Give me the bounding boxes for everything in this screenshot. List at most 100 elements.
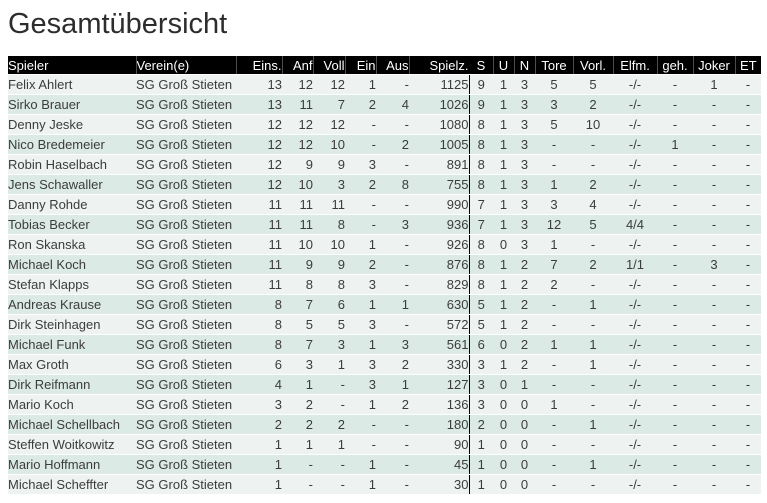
club-name: SG Groß Stieten [136,254,236,275]
stat-cell: - [657,314,693,335]
stat-cell: - [735,154,761,175]
stat-cell: - [657,334,693,355]
stat-cell: 5 [313,314,345,335]
stat-cell: - [657,214,693,235]
stat-cell: - [376,74,409,95]
stat-cell: 2 [573,94,613,115]
player-name: Michael Scheffter [8,474,136,495]
stat-cell: -/- [613,334,657,355]
stat-cell: - [735,194,761,215]
col-header-ein: Ein [344,56,376,75]
club-name: SG Groß Stieten [136,234,236,255]
player-name: Sirko Brauer [8,94,136,115]
stat-cell: 4 [236,374,282,395]
stat-cell: - [657,414,693,435]
stat-cell: - [735,174,761,195]
stat-cell: 2 [514,254,535,275]
stat-cell: - [535,354,573,375]
stat-cell: - [657,374,693,395]
stat-cell: 1 [236,454,282,475]
stat-cell: 1 [469,454,493,475]
table-row: Felix Ahlert SG Groß Stieten 13 12 12 1-1125 9… [8,74,761,95]
stat-cell: 3 [514,134,535,155]
table-row: Sirko Brauer SG Groß Stieten 13 11 7 2 4 1026 9 1… [8,94,761,115]
stat-cell: 5 [535,74,573,95]
stat-cell: 8 [469,154,493,175]
stat-cell: -/- [613,234,657,255]
stat-cell: 2 [313,414,345,435]
stat-cell: 3 [514,194,535,215]
stat-cell: 6 [469,334,493,355]
stat-cell: 4/4 [613,214,657,235]
stat-cell: 1 [535,234,573,255]
stat-cell: 0 [514,394,535,415]
stat-cell: 1 [535,394,573,415]
stat-cell: 8 [282,274,313,295]
stat-cell: 0 [493,374,514,395]
table-row: Mario Koch SG Groß Stieten 3 2-1 2 136 3 0 0 1- -/… [8,394,761,415]
player-name: Danny Rohde [8,194,136,215]
stat-cell: - [693,234,735,255]
col-header-anf: Anf [281,56,313,75]
stat-cell: 1 [345,294,376,315]
stat-cell: 876 [409,254,470,275]
stat-cell: 5 [573,74,613,95]
stat-cell: 3 [313,174,345,195]
stat-cell: - [535,314,573,335]
player-name: Ron Skanska [8,234,136,255]
stat-cell: - [573,134,613,155]
stat-cell: 7 [535,254,573,275]
stat-cell: 1 [345,234,376,255]
stat-cell: 1 [236,434,282,455]
stat-cell: 1 [573,354,613,375]
player-name: Stefan Klapps [8,274,136,295]
stat-cell: 1 [693,74,735,95]
stat-cell: 1 [493,74,514,95]
stat-cell: -/- [613,154,657,175]
stat-cell: 1 [535,334,573,355]
stat-cell: 9 [469,74,493,95]
table-row: Danny Rohde SG Groß Stieten 11 11 11- -990 7 1 3… [8,194,761,215]
stat-cell: 7 [469,214,493,235]
stat-cell: - [573,374,613,395]
stat-cell: - [735,274,761,295]
stat-cell: - [376,434,409,455]
stat-cell: 1 [493,114,514,135]
stat-cell: -/- [613,94,657,115]
stat-cell: 891 [409,154,470,175]
table-row: Andreas Krause SG Groß Stieten 8 7 6 1 1 630 5 1 2… [8,294,761,315]
stat-cell: 1 [345,334,376,355]
club-name: SG Groß Stieten [136,474,236,495]
club-name: SG Groß Stieten [136,334,236,355]
stat-cell: 11 [236,274,282,295]
stat-cell: - [693,414,735,435]
stat-cell: 2 [345,94,376,115]
stat-cell: 8 [469,274,493,295]
stat-cell: 90 [409,434,470,455]
stat-cell: 9 [313,154,345,175]
stat-cell: 7 [282,334,313,355]
player-name: Felix Ahlert [8,74,136,95]
stat-cell: - [573,394,613,415]
stat-cell: 3 [313,334,345,355]
stat-cell: - [735,134,761,155]
stat-cell: 630 [409,294,470,315]
stat-cell: - [735,254,761,275]
stat-cell: 1 [493,174,514,195]
stat-cell: 3 [514,114,535,135]
stat-cell: - [735,374,761,395]
stat-cell: - [735,94,761,115]
stat-cell: - [376,474,409,495]
player-name: Dirk Reifmann [8,374,136,395]
table-row: Steffen Woitkowitz SG Groß Stieten 1 1 1- -90… [8,434,761,455]
stat-cell: 8 [469,234,493,255]
stat-cell: 3 [514,174,535,195]
stat-cell: 12 [313,114,345,135]
stat-cell: 3 [469,354,493,375]
player-name: Robin Haselbach [8,154,136,175]
stat-cell: 8 [313,274,345,295]
stat-cell: - [657,234,693,255]
stat-cell: 45 [409,454,470,475]
stat-cell: 990 [409,194,470,215]
col-header-vereine: Verein(e) [135,56,236,75]
